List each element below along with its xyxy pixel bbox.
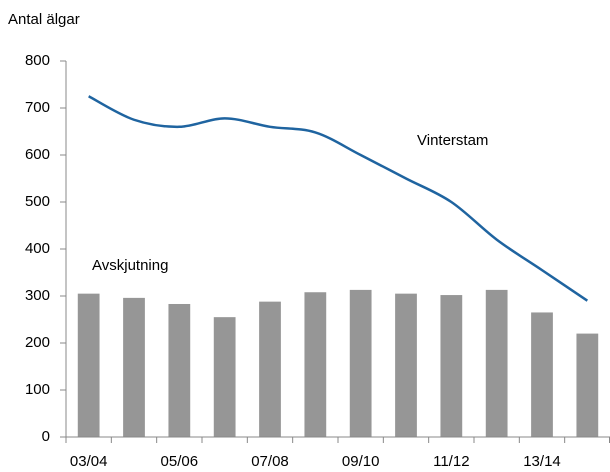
y-tick-label: 200 bbox=[25, 334, 50, 351]
x-tick-label: 09/10 bbox=[342, 453, 380, 470]
x-tick-label: 07/08 bbox=[251, 453, 289, 470]
series-annotation: Vinterstam bbox=[417, 132, 488, 149]
series-annotation: Avskjutning bbox=[92, 257, 168, 274]
y-tick-label: 400 bbox=[25, 240, 50, 257]
bar bbox=[349, 289, 372, 437]
y-tick-label: 600 bbox=[25, 146, 50, 163]
bar bbox=[304, 292, 327, 437]
y-tick-label: 300 bbox=[25, 287, 50, 304]
bar bbox=[485, 289, 508, 437]
bar bbox=[576, 333, 599, 437]
x-tick-label: 11/12 bbox=[433, 453, 469, 470]
bar bbox=[531, 312, 553, 437]
y-tick-label: 100 bbox=[25, 381, 50, 398]
y-tick-label: 800 bbox=[25, 52, 50, 69]
x-tick-label: 13/14 bbox=[523, 453, 561, 470]
x-tick-label: 03/04 bbox=[70, 453, 108, 470]
y-tick-label: 500 bbox=[25, 193, 50, 210]
bar bbox=[395, 293, 417, 437]
y-tick-label: 0 bbox=[42, 428, 50, 445]
x-tick-label: 05/06 bbox=[161, 453, 199, 470]
line bbox=[88, 95, 589, 302]
bar bbox=[123, 297, 145, 437]
y-axis-label: Antal älgar bbox=[8, 11, 80, 28]
bar bbox=[168, 303, 191, 437]
bar bbox=[259, 301, 281, 437]
bar bbox=[440, 295, 463, 437]
y-tick-label: 700 bbox=[25, 99, 50, 116]
bar bbox=[213, 317, 236, 437]
bar bbox=[77, 293, 100, 437]
